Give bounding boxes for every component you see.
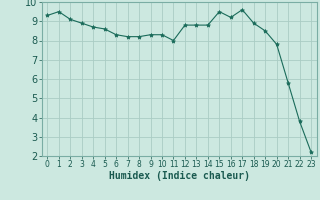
X-axis label: Humidex (Indice chaleur): Humidex (Indice chaleur) [109,171,250,181]
